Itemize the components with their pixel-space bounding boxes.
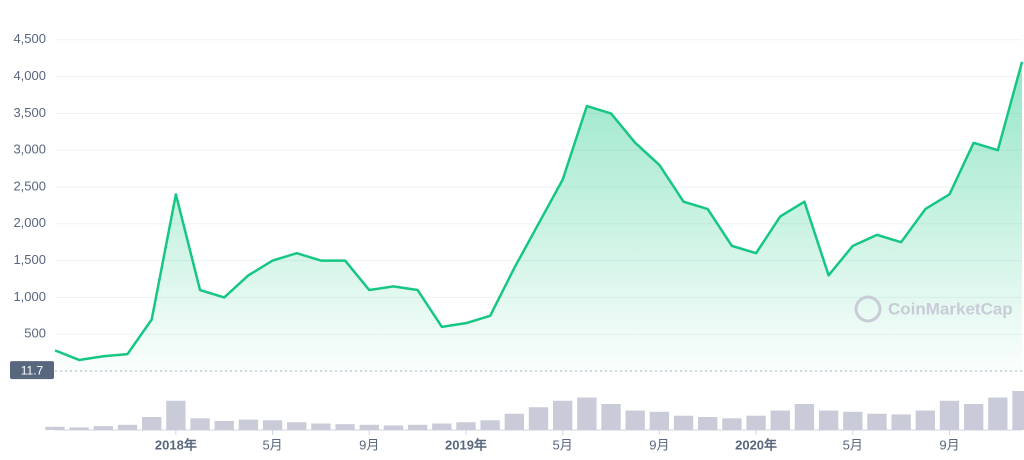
volume-bar	[287, 422, 307, 430]
x-tick-label: 5月	[553, 437, 573, 452]
price-marker: 11.7	[10, 361, 54, 380]
volume-bar	[939, 400, 960, 430]
x-tick-label: 9月	[359, 437, 379, 452]
y-tick-label: 1,500	[13, 252, 46, 267]
volume-bar	[142, 417, 162, 430]
volume-bar	[649, 411, 670, 430]
area	[55, 61, 1022, 371]
volume-bar	[746, 415, 766, 430]
volume-bar	[190, 418, 210, 430]
volume-bar	[504, 413, 524, 430]
x-tick-label: 2018年	[155, 437, 197, 452]
x-tick-label: 9月	[939, 437, 959, 452]
x-tick-label: 9月	[649, 437, 669, 452]
volume-bar	[166, 400, 186, 430]
price-marker-label: 11.7	[21, 363, 44, 377]
volume-bar	[794, 404, 815, 430]
volume-bar	[311, 423, 331, 430]
volume-bar	[93, 426, 114, 430]
volume-bar	[238, 419, 259, 430]
watermark-text: CoinMarketCap	[888, 299, 1013, 318]
volume-bar	[963, 404, 984, 430]
volume-bar	[359, 424, 379, 430]
volume-bar	[577, 397, 597, 430]
volume-bar	[673, 415, 694, 430]
volume-bar	[45, 426, 65, 430]
price-marker-box	[10, 361, 54, 380]
volume-bar	[698, 417, 718, 430]
volume-bar	[383, 425, 404, 430]
y-tick-label: 3,000	[13, 142, 46, 157]
volume-bar	[117, 424, 138, 430]
volume-bar	[843, 411, 863, 430]
y-tick-label: 2,500	[13, 178, 46, 193]
volume-bar	[601, 404, 621, 430]
volume-bar	[818, 410, 839, 430]
volume-bar	[1012, 391, 1024, 430]
volume-bar	[867, 413, 887, 430]
volume-bar	[915, 410, 935, 430]
volume-bar	[553, 400, 573, 430]
y-tick-label: 500	[24, 326, 46, 341]
volume-bar	[262, 420, 283, 430]
volume-bar	[69, 427, 89, 430]
x-tick-label: 5月	[262, 437, 282, 452]
volume-bar	[988, 397, 1008, 430]
volume-bar	[891, 414, 911, 430]
watermark: CoinMarketCap	[854, 295, 1013, 323]
volume-bar	[625, 410, 645, 430]
y-tick-label: 4,000	[13, 68, 46, 83]
volume-bar	[432, 423, 452, 430]
volume-bar	[480, 420, 500, 430]
volume-bar	[722, 418, 742, 430]
y-tick-label: 4,500	[13, 31, 46, 46]
volume-bar	[335, 424, 355, 430]
x-tick-label: 2019年	[445, 437, 487, 452]
volume-bar	[407, 424, 428, 430]
x-tick-label: 2020年	[735, 437, 777, 452]
volume-bar	[456, 422, 476, 430]
volume-bar	[770, 410, 790, 430]
x-tick-label: 5月	[843, 437, 863, 452]
volume-bar	[214, 420, 234, 430]
y-tick-label: 1,000	[13, 289, 46, 304]
volume-bar	[528, 407, 549, 430]
y-tick-label: 2,000	[13, 215, 46, 230]
y-tick-label: 3,500	[13, 105, 46, 120]
price-line	[54, 61, 1024, 362]
